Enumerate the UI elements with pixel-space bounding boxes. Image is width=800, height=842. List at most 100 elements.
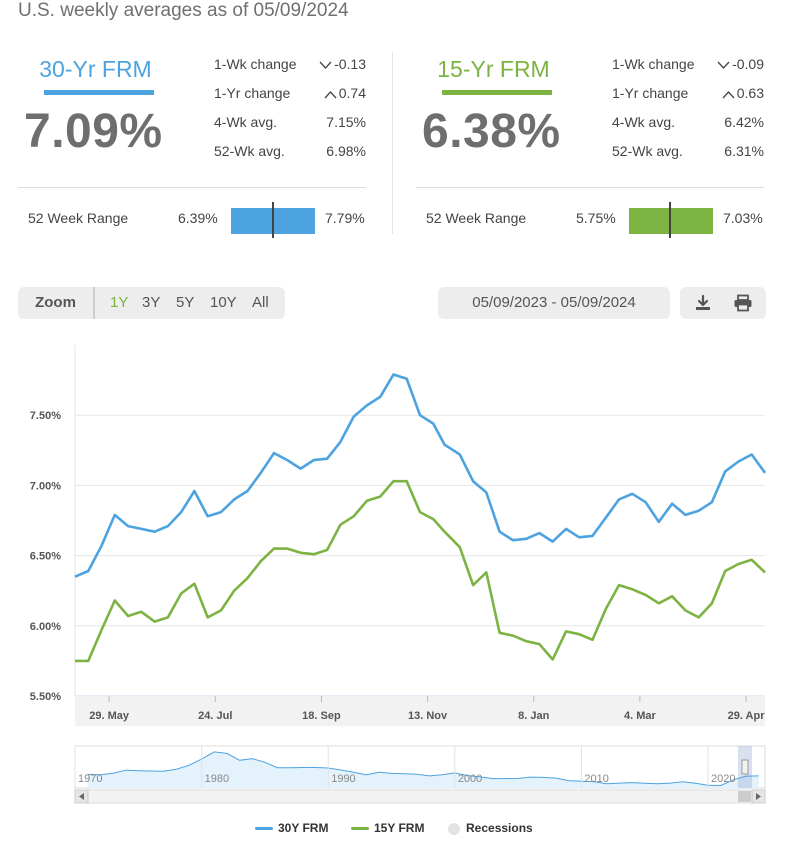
legend-swatch-recessions bbox=[448, 822, 460, 835]
legend-item-30y[interactable]: 30Y FRM bbox=[255, 818, 328, 838]
legend-item-recessions[interactable]: Recessions bbox=[448, 818, 533, 838]
stat-value: 7.15% bbox=[326, 114, 366, 130]
data-point bbox=[218, 509, 224, 515]
legend-item-15y[interactable]: 15Y FRM bbox=[351, 818, 424, 838]
data-point bbox=[284, 546, 290, 552]
data-point bbox=[682, 512, 688, 518]
rate-value-30yr: 7.09% bbox=[24, 105, 163, 158]
navigator-area bbox=[87, 751, 759, 788]
data-point bbox=[364, 402, 370, 408]
data-point bbox=[85, 568, 91, 574]
stat-row: 52-Wk avg. 6.98% bbox=[214, 141, 366, 170]
zoom-option-3y[interactable]: 3Y bbox=[142, 294, 161, 311]
x-tick-label: 24. Jul bbox=[198, 710, 232, 722]
data-point bbox=[550, 539, 556, 545]
zoom-option-10y[interactable]: 10Y bbox=[210, 294, 237, 311]
zoom-label: Zoom bbox=[18, 287, 95, 319]
data-point bbox=[523, 638, 529, 644]
data-point bbox=[510, 537, 516, 543]
main-line-chart[interactable]: 5.50% 6.00% 6.50% 7.00% 7.50% 29. May 24. Jul 1… bbox=[0, 340, 800, 730]
data-point bbox=[311, 457, 317, 463]
data-point bbox=[590, 637, 596, 643]
data-point bbox=[337, 439, 343, 445]
data-point bbox=[603, 606, 609, 612]
data-point bbox=[470, 582, 476, 588]
stat-row: 52-Wk avg. 6.31% bbox=[612, 141, 764, 170]
scroll-right-arrow-icon bbox=[756, 793, 761, 800]
data-point bbox=[669, 593, 675, 599]
data-point bbox=[377, 394, 383, 400]
data-point bbox=[112, 512, 118, 518]
data-point bbox=[762, 569, 768, 575]
zoom-option-all[interactable]: All bbox=[252, 294, 269, 311]
x-tick-label: 13. Nov bbox=[408, 710, 448, 722]
data-point bbox=[696, 508, 702, 514]
date-range-display[interactable]: 05/09/2023 - 05/09/2024 bbox=[438, 287, 670, 319]
data-point bbox=[125, 613, 131, 619]
data-point bbox=[404, 478, 410, 484]
download-button[interactable] bbox=[683, 287, 723, 319]
zoom-option-5y[interactable]: 5Y bbox=[176, 294, 195, 311]
range-navigator[interactable]: 1970 1980 1990 2000 2010 2020 bbox=[0, 740, 800, 810]
stat-label: 4-Wk avg. bbox=[612, 114, 676, 130]
stat-label: 52-Wk avg. bbox=[612, 143, 683, 159]
range-row-15yr: 52 Week Range 5.75% 7.03% bbox=[416, 200, 766, 238]
chevron-down-icon bbox=[319, 61, 332, 69]
stat-value: 0.63 bbox=[722, 85, 764, 101]
navigator-tick-label: 2020 bbox=[711, 773, 735, 785]
stats-30yr: 1-Wk change -0.13 1-Yr change 0.74 4-Wk … bbox=[214, 54, 366, 170]
range-current-marker bbox=[669, 202, 672, 238]
data-point bbox=[656, 519, 662, 525]
data-point bbox=[510, 633, 516, 639]
range-row-30yr: 52 Week Range 6.39% 7.79% bbox=[18, 200, 368, 238]
rate-underline-15yr bbox=[442, 90, 552, 95]
data-point bbox=[735, 459, 741, 465]
scroll-left-arrow-icon bbox=[79, 793, 84, 800]
x-tick-label: 8. Jan bbox=[518, 710, 549, 722]
range-divider bbox=[18, 187, 366, 188]
data-point bbox=[271, 450, 277, 456]
data-point bbox=[417, 412, 423, 418]
data-point bbox=[656, 600, 662, 606]
stat-value: 6.31% bbox=[724, 143, 764, 159]
data-point bbox=[138, 526, 144, 532]
data-point bbox=[404, 376, 410, 382]
data-point bbox=[99, 627, 105, 633]
range-bar-30yr bbox=[231, 202, 315, 238]
print-button[interactable] bbox=[723, 287, 763, 319]
x-tick-label: 29. Apr bbox=[728, 710, 766, 722]
stat-label: 1-Wk change bbox=[612, 56, 695, 72]
data-point bbox=[258, 558, 264, 564]
chart-tools bbox=[680, 287, 766, 319]
range-high: 7.03% bbox=[723, 210, 763, 226]
data-point bbox=[165, 614, 171, 620]
stat-value: -0.09 bbox=[717, 56, 764, 72]
zoom-option-1y[interactable]: 1Y bbox=[110, 294, 129, 311]
stat-label: 1-Wk change bbox=[214, 56, 297, 72]
data-point bbox=[643, 499, 649, 505]
data-point bbox=[390, 478, 396, 484]
range-low: 5.75% bbox=[576, 210, 616, 226]
data-point bbox=[191, 581, 197, 587]
data-point bbox=[442, 442, 448, 448]
data-point bbox=[178, 509, 184, 515]
stat-label: 52-Wk avg. bbox=[214, 143, 285, 159]
navigator-tick-label: 2000 bbox=[458, 773, 482, 785]
legend-label-recessions: Recessions bbox=[466, 821, 533, 835]
stat-value: 0.74 bbox=[324, 85, 366, 101]
data-point bbox=[483, 569, 489, 575]
x-tick-label: 4. Mar bbox=[624, 710, 657, 722]
data-point bbox=[85, 658, 91, 664]
data-point bbox=[165, 523, 171, 529]
data-point bbox=[709, 499, 715, 505]
series-line-15y bbox=[75, 479, 766, 663]
data-point bbox=[682, 607, 688, 613]
y-tick-label: 6.50% bbox=[30, 551, 61, 563]
data-point bbox=[377, 494, 383, 500]
data-point bbox=[99, 543, 105, 549]
legend-label-30y: 30Y FRM bbox=[278, 821, 329, 835]
data-point bbox=[245, 488, 251, 494]
y-tick-label: 5.50% bbox=[30, 691, 61, 703]
data-point bbox=[298, 550, 304, 556]
stat-value: -0.13 bbox=[319, 56, 366, 72]
